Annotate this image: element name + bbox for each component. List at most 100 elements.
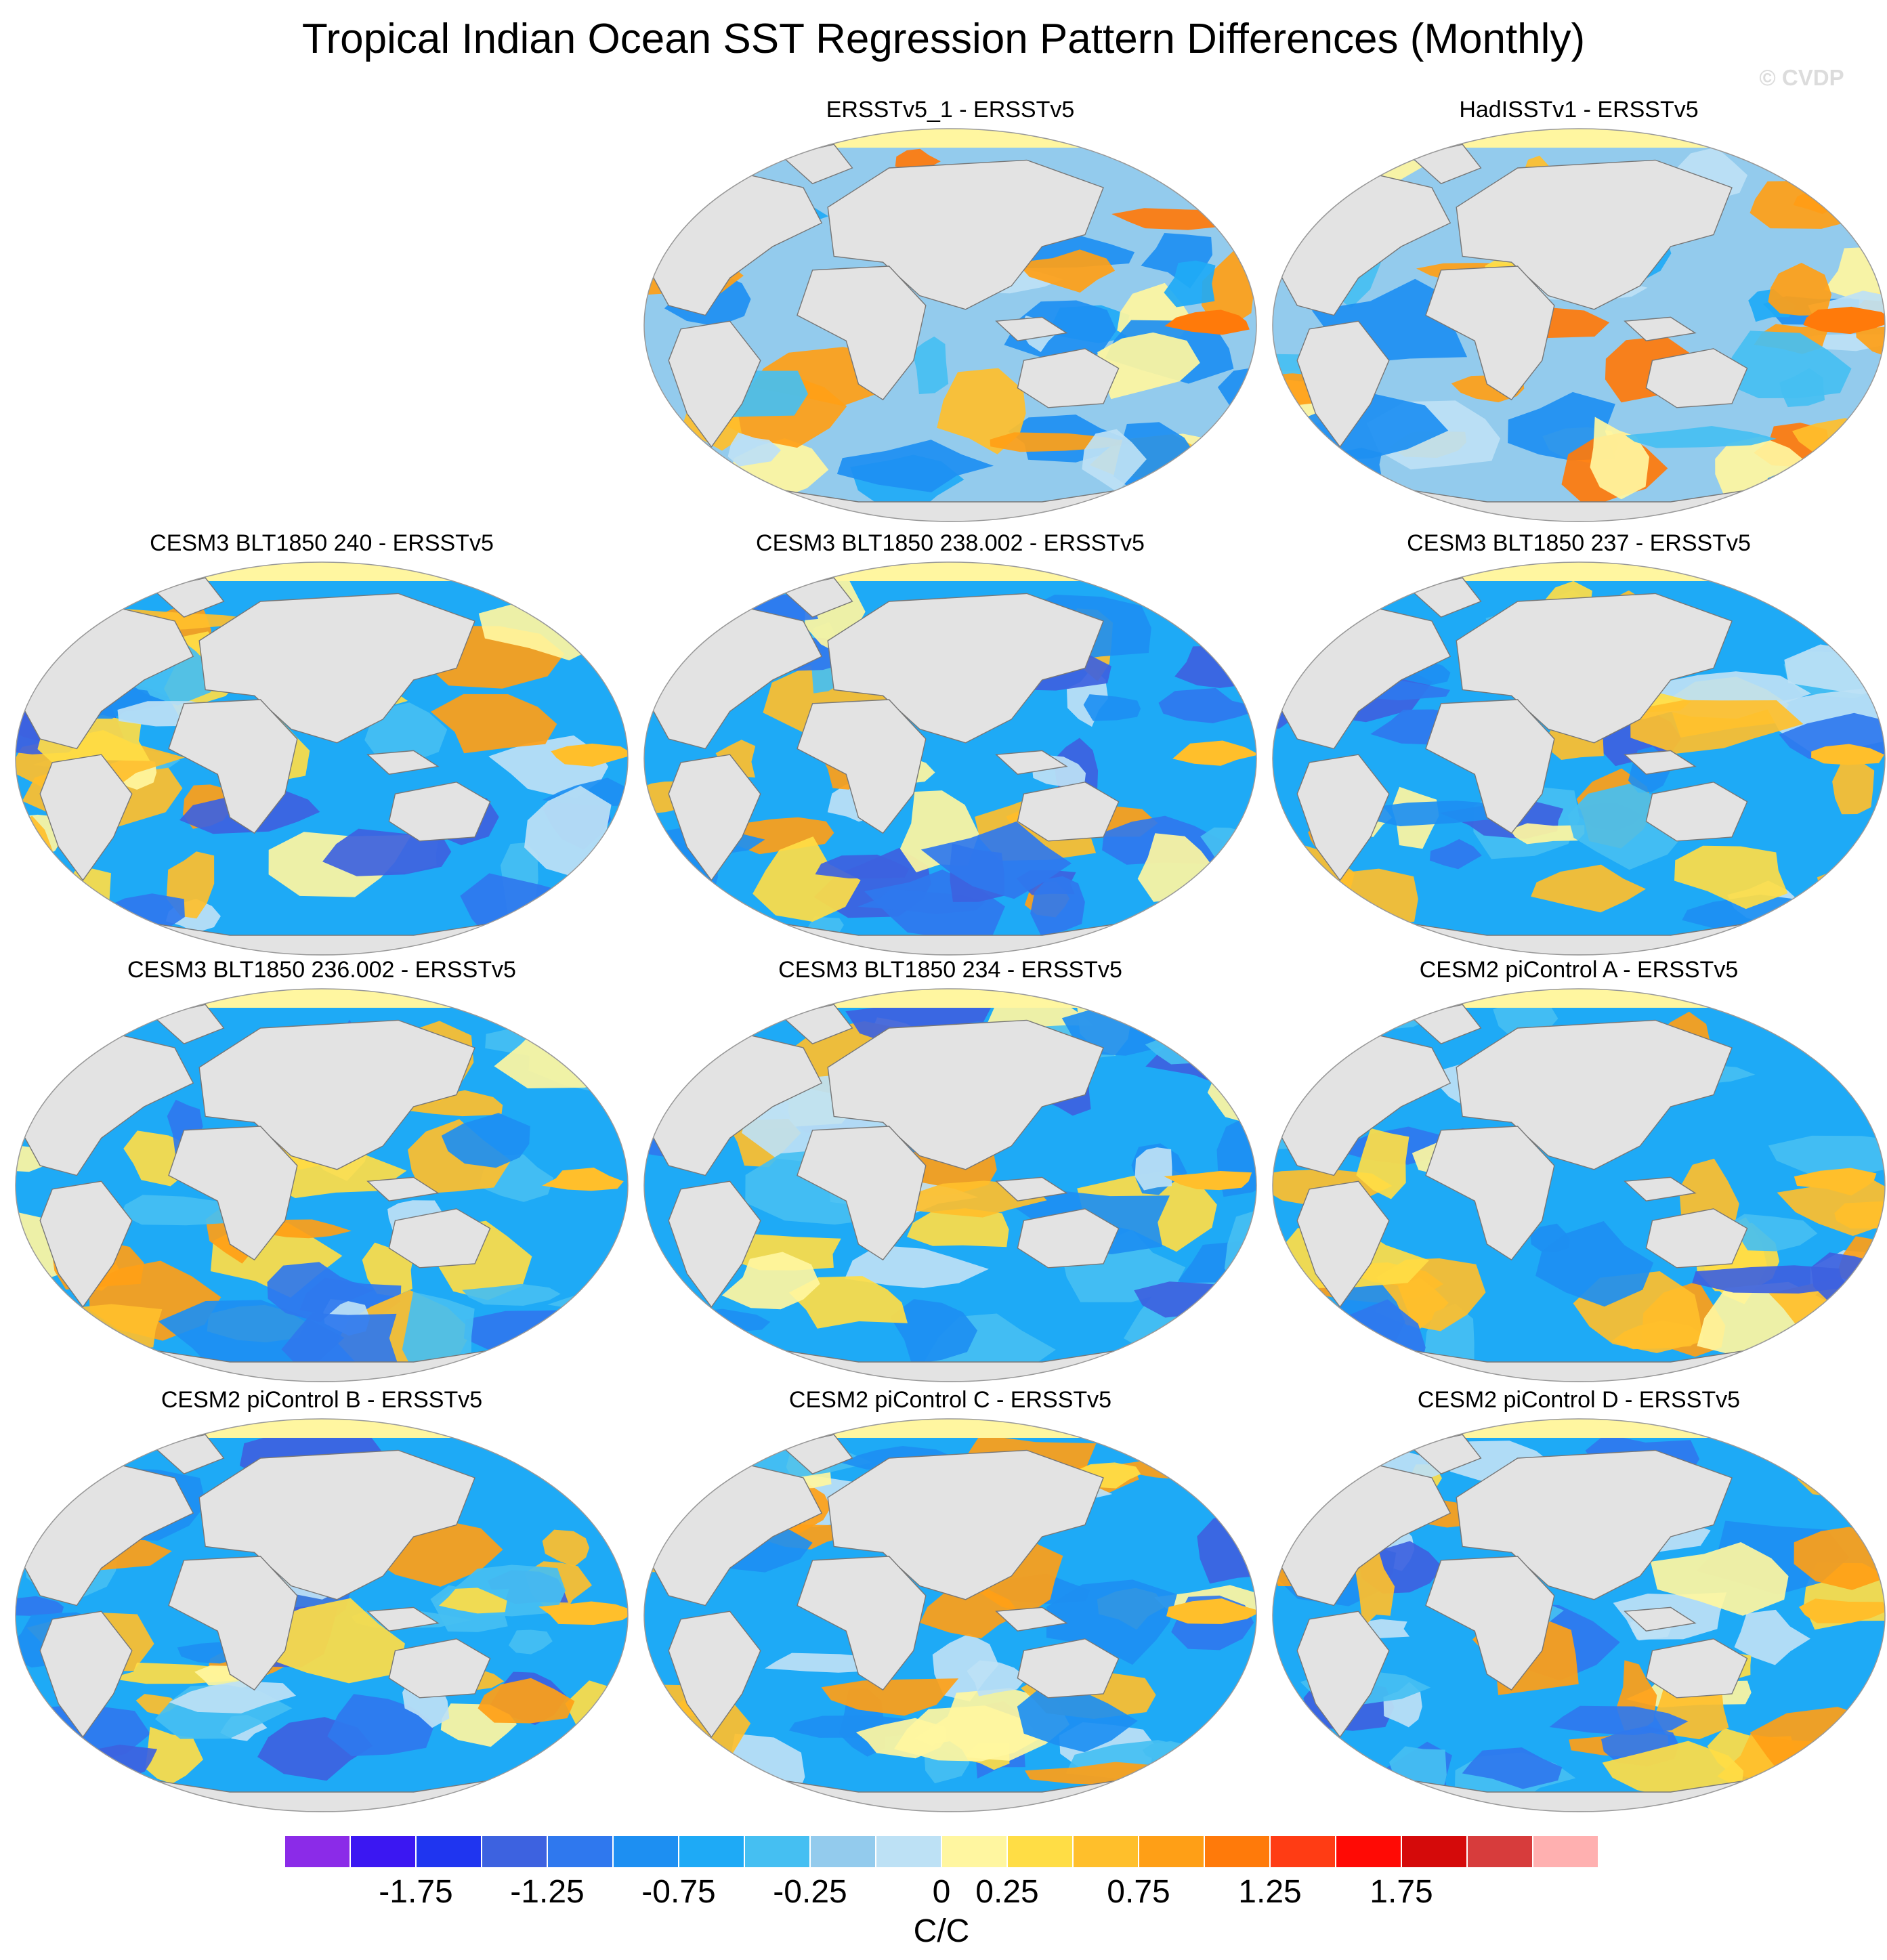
map-panel-title: CESM2 piControl C - ERSSTv5 xyxy=(788,1387,1112,1413)
sst-anomaly-contour xyxy=(1305,868,1418,932)
colorbar-swatch xyxy=(1139,1835,1204,1868)
sst-anomaly-contour xyxy=(1724,1214,1818,1252)
map-panel-title: CESM2 piControl B - ERSSTv5 xyxy=(161,1387,483,1413)
colorbar-swatch xyxy=(810,1835,876,1868)
colorbar-swatch xyxy=(679,1835,744,1868)
sst-anomaly-contour xyxy=(364,702,448,763)
map-panel-title: ERSSTv5_1 - ERSSTv5 xyxy=(826,97,1075,123)
land-south-america xyxy=(668,754,761,881)
colorbar-swatch xyxy=(350,1835,416,1868)
land-south-america xyxy=(39,1180,133,1308)
sst-anomaly-contour xyxy=(551,743,628,767)
regression-difference-map xyxy=(643,988,1257,1382)
map-panel: CESM3 BLT1850 234 - ERSSTv5 xyxy=(642,955,1258,1386)
colorbar-tick-label: 1.25 xyxy=(1238,1874,1302,1910)
sst-anomaly-contour xyxy=(1824,246,1885,301)
sst-anomaly-contour xyxy=(397,1090,503,1117)
sst-anomaly-contour xyxy=(788,1276,908,1329)
sst-anomaly-contour xyxy=(1768,263,1832,316)
land-maritime-continent xyxy=(1624,750,1697,775)
sst-anomaly-contour xyxy=(1722,331,1852,398)
map-panel: CESM2 piControl B - ERSSTv5 xyxy=(14,1385,630,1816)
sst-anomaly-contour xyxy=(542,1168,624,1191)
map-border xyxy=(643,561,1257,956)
sst-anomaly-contour xyxy=(644,1017,690,1078)
sst-anomaly-contour xyxy=(1284,161,1325,188)
sst-anomaly-contour xyxy=(967,1660,1027,1697)
land-eurasia xyxy=(827,1449,1104,1600)
land-south-america xyxy=(668,320,761,448)
colorbar-swatch xyxy=(284,1835,350,1868)
land-maritime-continent xyxy=(1624,1176,1697,1201)
land-australia xyxy=(1645,782,1748,842)
map-panel: ERSSTv5_1 - ERSSTv5 xyxy=(642,95,1258,526)
land-maritime-continent xyxy=(995,750,1068,775)
land-eurasia xyxy=(1456,1449,1733,1600)
map-panel-title: HadISSTv1 - ERSSTv5 xyxy=(1459,97,1699,123)
map-border xyxy=(643,1418,1257,1812)
sst-anomaly-contour xyxy=(1817,866,1885,915)
regression-difference-map xyxy=(15,1418,629,1812)
sst-anomaly-contour xyxy=(658,152,747,188)
land-maritime-continent xyxy=(366,1176,440,1201)
land-south-america xyxy=(668,1180,761,1308)
land-australia xyxy=(1017,348,1120,408)
sst-anomaly-contour xyxy=(1794,1168,1877,1196)
land-south-america xyxy=(39,754,133,881)
colorbar-swatch xyxy=(876,1835,941,1868)
land-south-america xyxy=(39,1611,133,1738)
sst-anomaly-contour xyxy=(906,1208,1009,1248)
land-australia xyxy=(1645,348,1748,408)
land-africa xyxy=(1425,1556,1555,1691)
land-south-america xyxy=(1296,1180,1390,1308)
land-africa xyxy=(1425,265,1555,401)
map-panel: CESM3 BLT1850 238.002 - ERSSTv5 xyxy=(642,528,1258,959)
sst-anomaly-contour xyxy=(912,336,949,394)
map-border xyxy=(643,128,1257,522)
sst-anomaly-contour xyxy=(1803,306,1885,335)
land-south-america xyxy=(1296,754,1390,881)
map-panel: CESM2 piControl D - ERSSTv5 xyxy=(1271,1385,1887,1816)
watermark: © CVDP xyxy=(1759,65,1844,90)
colorbar-tick-label: 0 xyxy=(932,1874,951,1910)
sst-anomaly-contour xyxy=(1164,1171,1252,1191)
map-border xyxy=(1272,561,1886,956)
sst-anomaly-contour xyxy=(267,1262,373,1323)
map-border xyxy=(1272,1418,1886,1812)
colorbar-tick-label: -0.25 xyxy=(773,1874,847,1910)
sst-anomaly-contour xyxy=(1356,1128,1409,1199)
colorbar-swatch xyxy=(613,1835,679,1868)
figure-title: Tropical Indian Ocean SST Regression Pat… xyxy=(301,16,1586,62)
sst-anomaly-contour xyxy=(508,1629,553,1655)
land-australia xyxy=(1017,1208,1120,1269)
colorbar-tick-label: -0.75 xyxy=(641,1874,716,1910)
colorbar-swatch xyxy=(941,1835,1007,1868)
sst-anomaly-contour xyxy=(855,1718,947,1759)
sst-anomaly-contour xyxy=(1082,429,1147,492)
sst-anomaly-contour xyxy=(1017,1684,1138,1753)
regression-difference-map xyxy=(15,988,629,1382)
land-south-america xyxy=(668,1611,761,1738)
land-australia xyxy=(1645,1638,1748,1699)
land-eurasia xyxy=(198,593,475,744)
colorbar-swatch xyxy=(1270,1835,1336,1868)
sst-anomaly-contour xyxy=(1135,1147,1172,1191)
map-border xyxy=(1272,128,1886,522)
sst-anomaly-contour xyxy=(727,432,781,467)
sst-anomaly-contour xyxy=(1734,1609,1810,1665)
sst-anomaly-contour xyxy=(1692,1265,1849,1294)
land-eurasia xyxy=(198,1019,475,1170)
sst-anomaly-contour xyxy=(1164,260,1216,307)
colorbar-swatch xyxy=(547,1835,613,1868)
sst-anomaly-contour xyxy=(1630,700,1804,754)
sst-anomaly-contour xyxy=(1277,595,1319,645)
map-panel-title: CESM2 piControl A - ERSSTv5 xyxy=(1419,957,1739,983)
sst-anomaly-contour xyxy=(1210,871,1256,903)
land-south-america xyxy=(1296,1611,1390,1738)
land-africa xyxy=(168,1126,298,1261)
land-maritime-continent xyxy=(995,1606,1068,1632)
map-panel: CESM3 BLT1850 240 - ERSSTv5 xyxy=(14,528,630,959)
sst-anomaly-contour xyxy=(1083,694,1141,721)
sst-anomaly-contour xyxy=(16,1050,55,1097)
map-panel: CESM3 BLT1850 236.002 - ERSSTv5 xyxy=(14,955,630,1386)
